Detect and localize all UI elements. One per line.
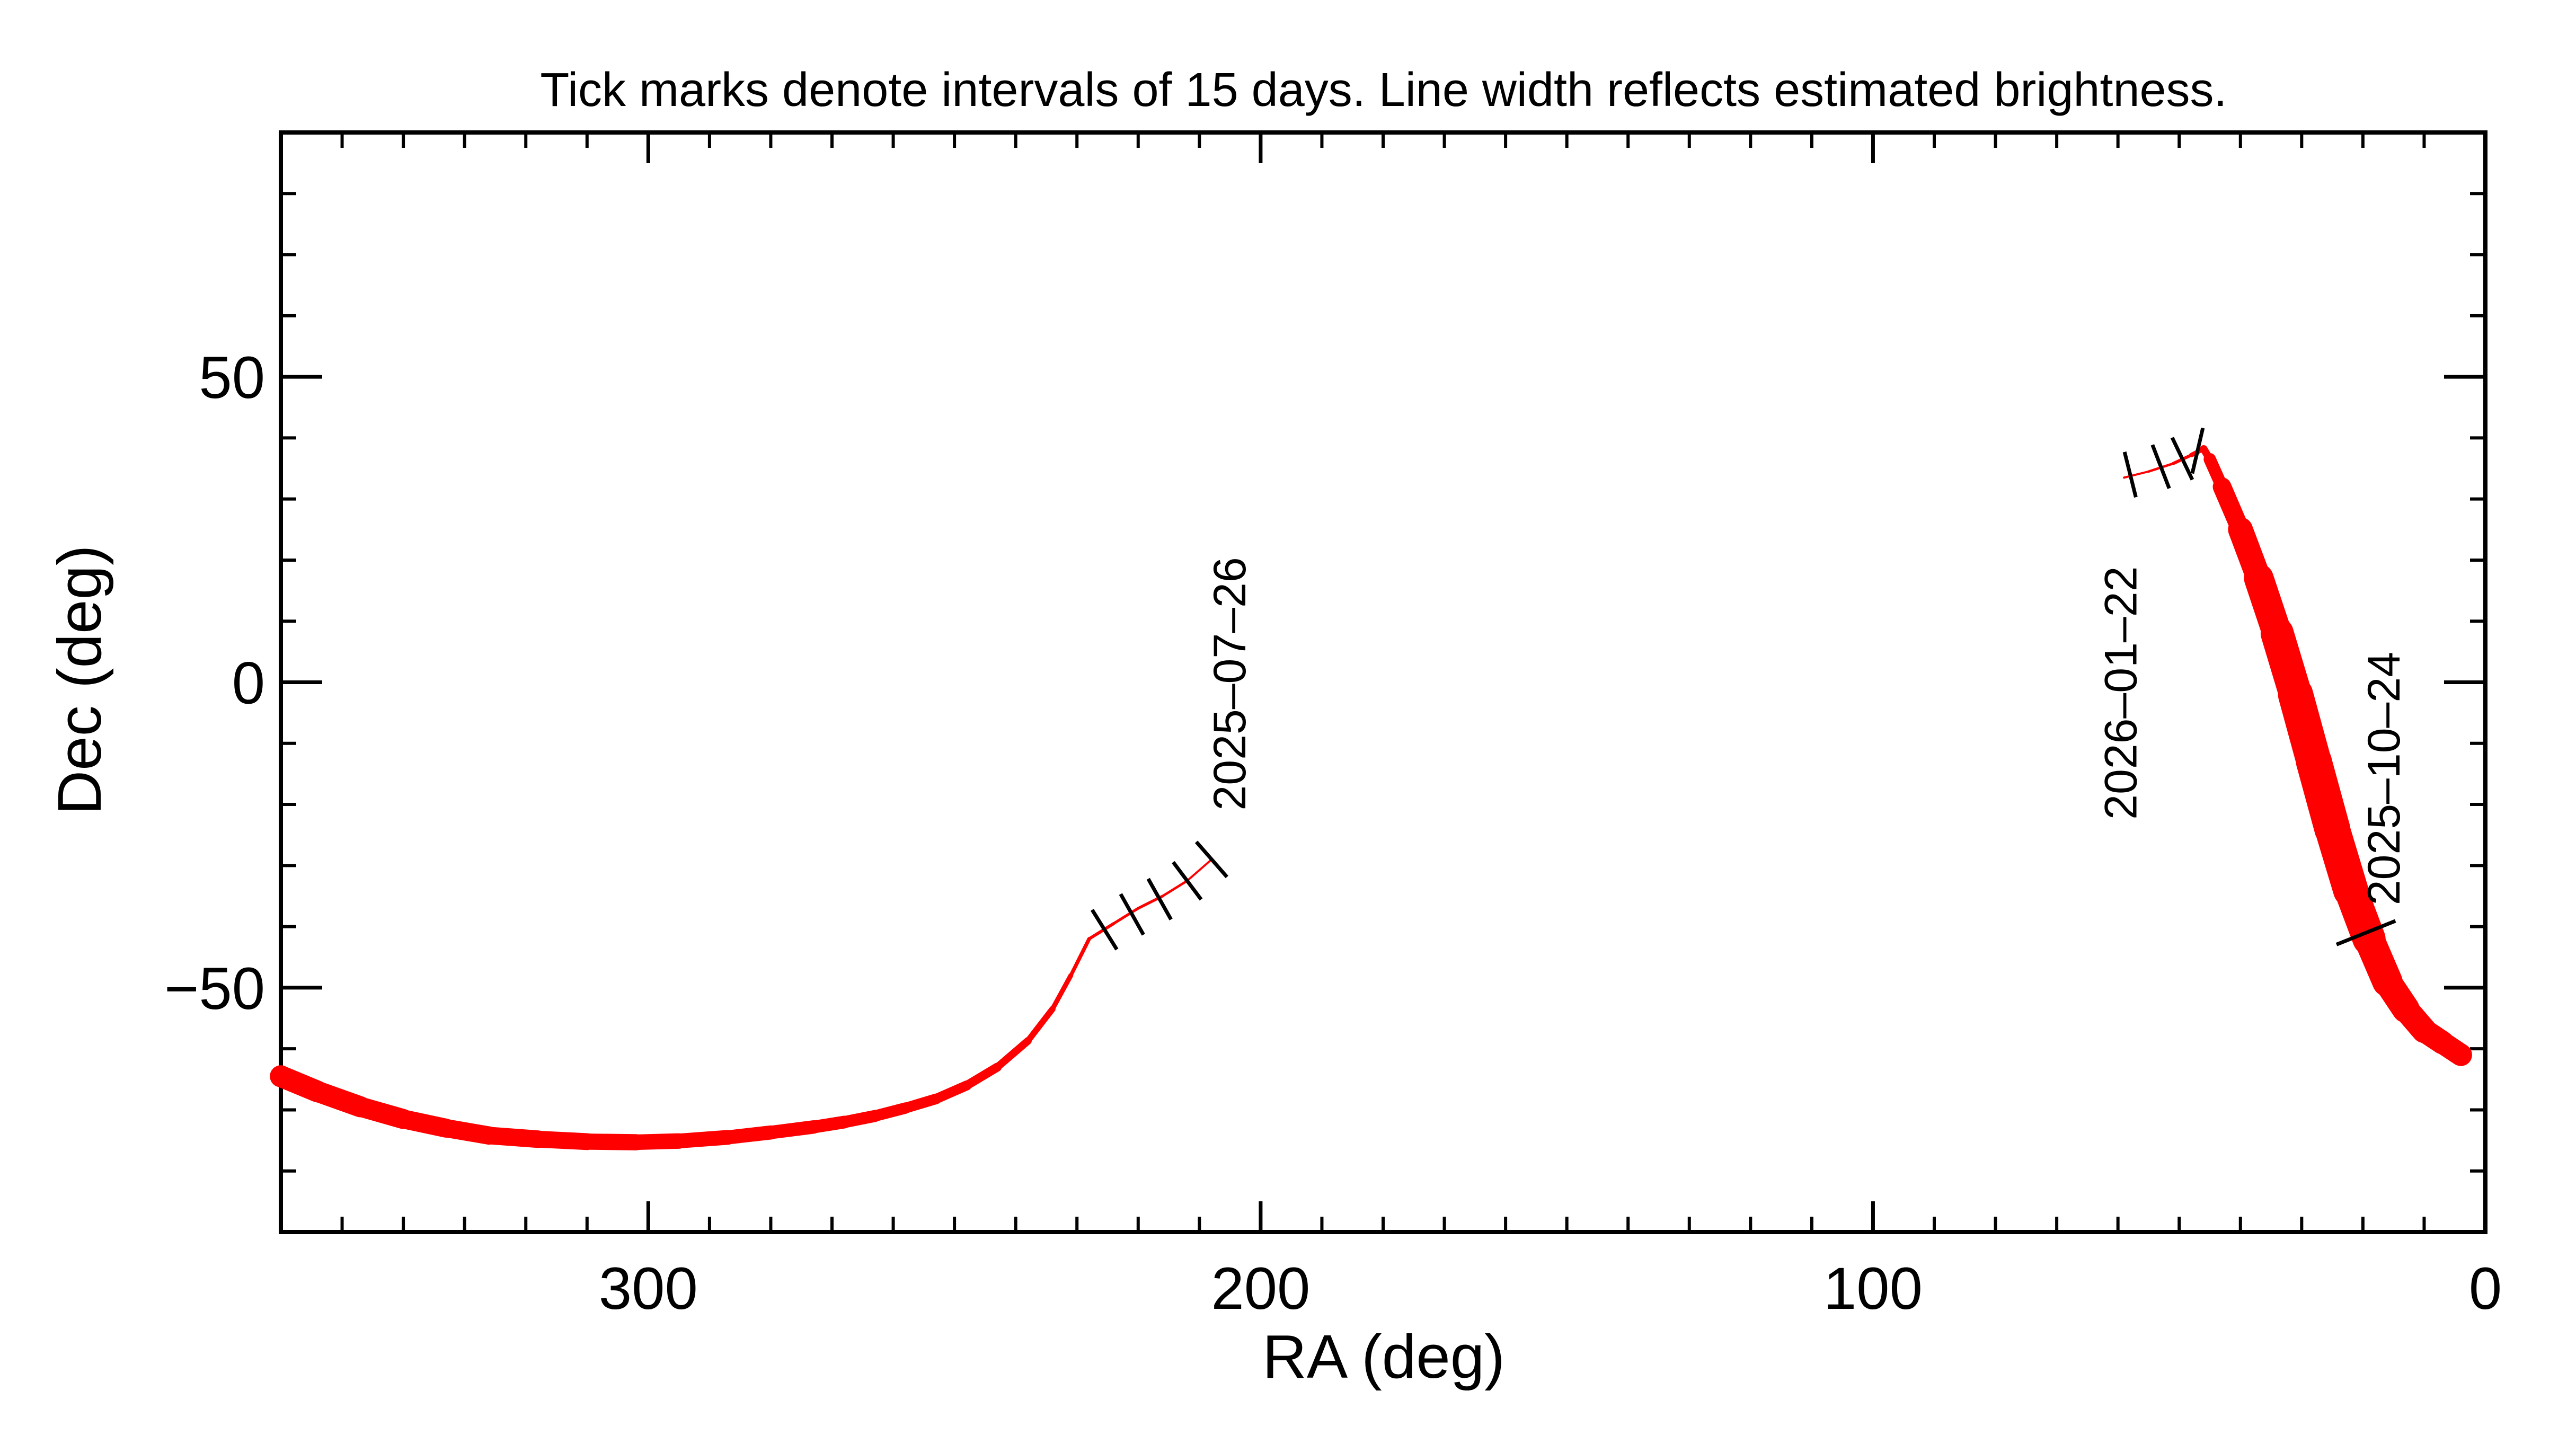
path-segment: [1050, 973, 1074, 1012]
data-point: [1161, 894, 1164, 898]
data-point: [1049, 1006, 1056, 1012]
x-tick-label: 300: [599, 1255, 698, 1322]
data-point: [764, 1126, 778, 1140]
path-segment: [1161, 879, 1189, 898]
axes: 300 200 100 0 50 0 −50: [164, 130, 2502, 1322]
path-segment: [1186, 858, 1213, 882]
data-point: [270, 1065, 292, 1087]
time-tick: [1119, 893, 1145, 936]
data-point: [671, 1133, 687, 1149]
time-tick: [1146, 878, 1173, 920]
data-point: [1024, 1037, 1032, 1044]
time-tick: [1172, 861, 1203, 901]
path-segment: [2123, 470, 2150, 479]
path-segment: [931, 1080, 972, 1104]
data-point: [437, 1119, 456, 1138]
x-tick-label: 200: [1211, 1255, 1310, 1322]
data-point: [2296, 743, 2332, 780]
path-segment: [1087, 922, 1116, 941]
data-point: [2201, 446, 2207, 452]
data-point: [2333, 872, 2368, 907]
path-segment: [1024, 1006, 1056, 1044]
data-point: [931, 1093, 942, 1104]
data-point: [2278, 677, 2313, 712]
path-segment: [962, 1062, 1002, 1090]
data-point: [900, 1102, 911, 1114]
data-point: [2412, 1018, 2437, 1043]
data-point: [2190, 453, 2193, 457]
data-point: [838, 1115, 851, 1129]
data-point: [1068, 973, 1073, 978]
path-segment: [1069, 937, 1091, 978]
y-tick-label: 50: [199, 344, 265, 411]
data-point: [2373, 967, 2402, 996]
path-segment: [671, 1130, 736, 1149]
data-point: [480, 1126, 498, 1145]
x-tick-label: 100: [1823, 1255, 1923, 1322]
path-segment: [993, 1037, 1032, 1071]
data-point: [529, 1130, 547, 1148]
time-tick: [2170, 437, 2194, 481]
data-point: [1137, 907, 1140, 910]
chart-title: Tick marks denote intervals of 15 days. …: [540, 64, 2227, 117]
x-tick-label: 0: [2469, 1255, 2502, 1322]
data-point: [869, 1110, 881, 1122]
data-point: [2229, 518, 2252, 541]
data-point: [2123, 476, 2126, 479]
data-point: [2449, 1043, 2472, 1066]
data-point: [2214, 479, 2230, 494]
y-tick-label: −50: [164, 955, 265, 1022]
data-point: [2353, 923, 2385, 955]
series-2: [2122, 427, 2472, 1066]
data-point: [1112, 922, 1116, 925]
data-point: [2261, 617, 2294, 650]
data-point: [993, 1062, 1002, 1071]
data-series: [270, 427, 2472, 1150]
time-tick: [1194, 840, 1229, 879]
date-label: 2025–10–24: [2359, 652, 2410, 905]
data-point: [2314, 811, 2350, 847]
path-segment: [764, 1120, 821, 1139]
data-point: [1087, 937, 1091, 941]
data-point: [2393, 996, 2419, 1022]
time-tick: [1090, 909, 1119, 951]
time-tick: [2150, 444, 2171, 489]
time-tick: [2122, 451, 2138, 498]
data-point: [307, 1080, 329, 1103]
data-point: [720, 1130, 736, 1145]
data-point: [807, 1120, 820, 1134]
data-point: [2205, 454, 2215, 464]
data-point: [393, 1109, 413, 1129]
path-segment: [1112, 907, 1140, 925]
data-point: [2172, 462, 2175, 465]
series-1: [270, 840, 1229, 1150]
data-point: [2147, 470, 2150, 473]
date-labels: 2025–07–26 2026–01–22 2025–10–24: [1205, 557, 2410, 905]
time-tick: [2190, 427, 2205, 474]
y-axis-label: Dec (deg): [45, 545, 114, 814]
x-axis-label: RA (deg): [1262, 1322, 1505, 1391]
data-point: [2431, 1031, 2454, 1055]
y-tick-label: 0: [232, 650, 265, 716]
date-label: 2025–07–26: [1205, 557, 1255, 810]
data-point: [579, 1133, 596, 1150]
data-point: [350, 1096, 371, 1118]
data-point: [2245, 564, 2273, 592]
date-label: 2026–01–22: [2095, 566, 2146, 820]
data-point: [962, 1080, 972, 1091]
data-point: [628, 1134, 644, 1150]
time-tick: [2335, 919, 2396, 946]
